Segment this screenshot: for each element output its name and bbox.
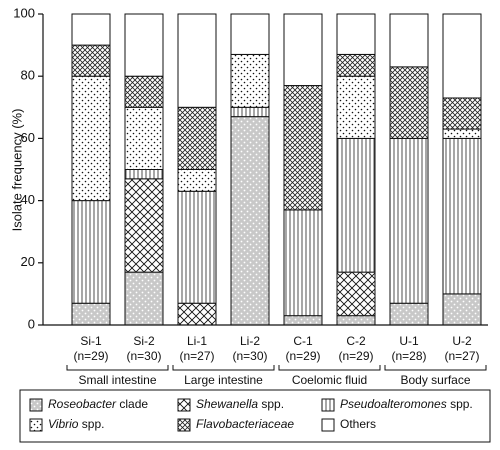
- bar-segment: [230, 116, 270, 326]
- bar-segment: [177, 13, 217, 108]
- legend-label: Roseobacter clade: [48, 397, 148, 411]
- bar-segment: [177, 190, 217, 304]
- bar-segment: [336, 53, 376, 77]
- bar-segment: [283, 209, 323, 317]
- legend-swatch: [177, 398, 191, 412]
- bar-segment: [442, 128, 482, 139]
- bar-segment: [124, 13, 164, 77]
- bar-segment: [283, 13, 323, 87]
- bar-segment: [71, 75, 111, 202]
- y-axis-label: Isolate frequency (%): [9, 109, 24, 232]
- bar-segment: [442, 13, 482, 99]
- group-bracket: [66, 365, 169, 371]
- legend-swatch: [29, 418, 43, 432]
- sample-size: (n=27): [179, 349, 214, 363]
- bar-segment: [442, 137, 482, 295]
- group-label: Large intestine: [184, 373, 263, 387]
- sample-size: (n=29): [338, 349, 373, 363]
- y-tick-label: 40: [21, 192, 35, 207]
- x-tick-label: Li-1: [187, 334, 207, 348]
- bar-segment: [230, 106, 270, 118]
- bar-segment: [124, 75, 164, 108]
- bar-segment: [71, 302, 111, 326]
- x-tick-label: Si-2: [133, 334, 155, 348]
- group-label: Body surface: [400, 373, 470, 387]
- bar-segment: [177, 169, 217, 192]
- bar-segment: [442, 97, 482, 130]
- sample-size: (n=28): [391, 349, 426, 363]
- legend-box: [19, 389, 491, 443]
- legend-label: Pseudoalteromones spp.: [340, 397, 473, 411]
- sample-size: (n=30): [232, 349, 267, 363]
- x-tick-label: C-2: [346, 334, 366, 348]
- legend-swatch: [321, 418, 335, 432]
- bar-segment: [124, 271, 164, 326]
- bar-segment: [71, 44, 111, 77]
- y-tick-label: 100: [13, 5, 35, 20]
- group-bracket: [384, 365, 487, 371]
- bar-segment: [442, 293, 482, 326]
- bar-segment: [336, 137, 376, 273]
- x-tick-label: U-1: [399, 334, 419, 348]
- bar-segment: [71, 13, 111, 46]
- x-tick-label: Si-1: [80, 334, 102, 348]
- x-tick-label: C-1: [293, 334, 313, 348]
- y-tick-label: 60: [21, 130, 35, 145]
- group-bracket: [278, 365, 381, 371]
- x-tick-label: U-2: [452, 334, 472, 348]
- sample-size: (n=29): [73, 349, 108, 363]
- bar-segment: [177, 302, 217, 326]
- sample-size: (n=29): [285, 349, 320, 363]
- bar-segment: [336, 271, 376, 317]
- sample-size: (n=27): [444, 349, 479, 363]
- group-bracket: [172, 365, 275, 371]
- bar-segment: [389, 302, 429, 326]
- bar-segment: [230, 13, 270, 55]
- legend-label: Shewanella spp.: [196, 397, 284, 411]
- y-tick-label: 20: [21, 254, 35, 269]
- bar-segment: [283, 85, 323, 211]
- bar-segment: [124, 178, 164, 273]
- y-tick-label: 80: [21, 68, 35, 83]
- bar-segment: [389, 13, 429, 68]
- bar-segment: [177, 106, 217, 171]
- bar-segment: [124, 169, 164, 180]
- y-tick-label: 0: [28, 316, 35, 331]
- group-label: Coelomic fluid: [292, 373, 367, 387]
- x-tick-label: Li-2: [240, 334, 260, 348]
- bar-segment: [71, 200, 111, 304]
- legend-label: Flavobacteriaceae: [196, 417, 294, 431]
- bar-segment: [124, 106, 164, 171]
- legend-label: Vibrio spp.: [48, 417, 104, 431]
- legend-swatch: [321, 398, 335, 412]
- bar-segment: [230, 53, 270, 108]
- legend-swatch: [177, 418, 191, 432]
- bar-segment: [336, 75, 376, 139]
- sample-size: (n=30): [126, 349, 161, 363]
- legend-swatch: [29, 398, 43, 412]
- bar-segment: [336, 13, 376, 55]
- bar-segment: [283, 315, 323, 326]
- legend-label: Others: [340, 417, 376, 431]
- bar-segment: [336, 315, 376, 326]
- group-label: Small intestine: [78, 373, 156, 387]
- bar-segment: [389, 137, 429, 304]
- bar-segment: [389, 66, 429, 139]
